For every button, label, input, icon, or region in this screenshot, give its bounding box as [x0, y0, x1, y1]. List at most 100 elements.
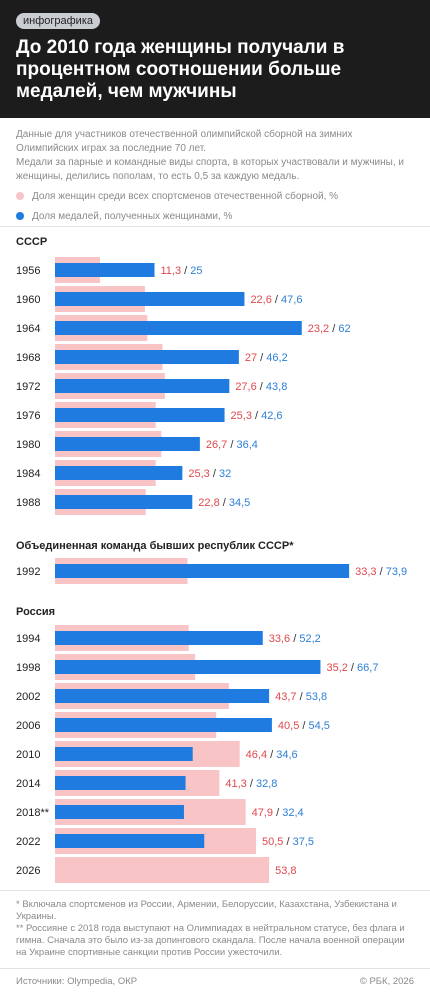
value-women-share: 50,5 [262, 836, 283, 848]
value-medals-share: 34,5 [229, 497, 250, 509]
value-label: 11,3 / 25 [161, 265, 203, 277]
value-medals-share: 37,5 [293, 836, 314, 848]
bar-medals-share [55, 292, 245, 306]
value-medals-share: 34,6 [276, 749, 297, 761]
copyright: © РБК, 2026 [359, 976, 414, 987]
year-label: 2026 [16, 865, 40, 877]
value-label: 46,4 / 34,6 [246, 749, 298, 761]
year-label: 2010 [16, 749, 40, 761]
legend-label-medals-share: Доля медалей, полученных женщинами, % [32, 210, 233, 222]
value-label: 33,3 / 73,9 [355, 566, 407, 578]
year-label: 1972 [16, 381, 40, 393]
year-label: 1984 [16, 468, 40, 480]
value-label: 35,2 / 66,7 [326, 662, 378, 674]
value-separator: / [299, 720, 308, 732]
year-label: 1998 [16, 662, 40, 674]
value-medals-share: 46,2 [266, 352, 287, 364]
value-medals-share: 43,8 [266, 381, 287, 393]
value-label: 53,8 [275, 865, 296, 877]
value-medals-share: 32,8 [256, 778, 277, 790]
bar-medals-share [55, 776, 186, 790]
divider [0, 968, 430, 969]
year-label: 1956 [16, 265, 40, 277]
value-label: 43,7 / 53,8 [275, 691, 327, 703]
value-label: 25,3 / 42,6 [231, 410, 283, 422]
value-separator: / [181, 265, 190, 277]
value-label: 33,6 / 52,2 [269, 633, 321, 645]
value-women-share: 27 [245, 352, 257, 364]
value-women-share: 43,7 [275, 691, 296, 703]
year-label: 1968 [16, 352, 40, 364]
value-women-share: 47,9 [252, 807, 273, 819]
value-medals-share: 62 [338, 323, 350, 335]
bar-medals-share [55, 321, 302, 335]
value-label: 40,5 / 54,5 [278, 720, 330, 732]
value-women-share: 11,3 [161, 265, 182, 277]
bar-medals-share [55, 379, 230, 393]
value-separator: / [247, 778, 256, 790]
value-separator: / [257, 381, 266, 393]
footer: Источники: Olympedia, ОКР © РБК, 2026 [16, 976, 414, 987]
value-medals-share: 47,6 [281, 294, 302, 306]
value-label: 27 / 46,2 [245, 352, 288, 364]
bar-medals-share [55, 263, 155, 277]
sources: Источники: Olympedia, ОКР [16, 976, 138, 987]
value-label: 25,3 / 32 [188, 468, 231, 480]
value-medals-share: 36,4 [236, 439, 257, 451]
value-separator: / [283, 836, 292, 848]
value-label: 23,2 / 62 [308, 323, 351, 335]
value-women-share: 41,3 [225, 778, 246, 790]
value-separator: / [290, 633, 299, 645]
divider [0, 890, 430, 891]
value-medals-share: 32,4 [282, 807, 303, 819]
value-women-share: 22,6 [250, 294, 271, 306]
group-title: СССР [16, 236, 47, 248]
value-separator: / [377, 566, 386, 578]
value-women-share: 26,7 [206, 439, 227, 451]
divider [0, 226, 430, 227]
bar-women-share [55, 857, 270, 883]
group-title: Объединенная команда бывших республик СС… [16, 540, 294, 552]
bar-medals-share [55, 466, 183, 480]
subtitle-line-1: Данные для участников отечественной олим… [16, 129, 353, 154]
year-label: 1988 [16, 497, 40, 509]
subtitle: Данные для участников отечественной олим… [16, 128, 416, 184]
value-medals-share: 52,2 [299, 633, 320, 645]
legend: Доля женщин среди всех спортсменов отече… [16, 188, 416, 228]
bar-medals-share [55, 660, 321, 674]
value-separator: / [267, 749, 276, 761]
footnote-1: * Включала спортсменов из России, Армени… [16, 899, 397, 922]
value-medals-share: 66,7 [357, 662, 378, 674]
year-label: 2002 [16, 691, 40, 703]
value-label: 27,6 / 43,8 [235, 381, 287, 393]
year-label: 2022 [16, 836, 40, 848]
bar-medals-share [55, 805, 184, 819]
bar-medals-share [55, 350, 239, 364]
value-separator: / [273, 807, 282, 819]
value-women-share: 27,6 [235, 381, 256, 393]
header: инфографика До 2010 года женщины получал… [0, 0, 430, 118]
value-women-share: 23,2 [308, 323, 329, 335]
value-women-share: 35,2 [326, 662, 347, 674]
value-label: 26,7 / 36,4 [206, 439, 258, 451]
value-label: 47,9 / 32,4 [252, 807, 304, 819]
group-title: Россия [16, 606, 55, 618]
bar-medals-share [55, 408, 225, 422]
value-separator: / [220, 497, 229, 509]
value-medals-share: 32 [219, 468, 231, 480]
bar-medals-share [55, 834, 205, 848]
subtitle-line-2: Медали за парные и командные виды спорта… [16, 157, 404, 182]
legend-label-women-share: Доля женщин среди всех спортсменов отече… [32, 190, 339, 202]
value-women-share: 46,4 [246, 749, 267, 761]
year-label: 1964 [16, 323, 40, 335]
value-medals-share: 25 [190, 265, 202, 277]
value-separator: / [257, 352, 266, 364]
bar-medals-share [55, 747, 193, 761]
year-label: 2006 [16, 720, 40, 732]
footnote-2: ** Россияне с 2018 года выступают на Оли… [16, 923, 405, 958]
value-medals-share: 42,6 [261, 410, 282, 422]
value-women-share: 25,3 [188, 468, 209, 480]
value-label: 22,6 / 47,6 [250, 294, 302, 306]
bar-medals-share [55, 495, 193, 509]
chart: СССР 1956 11,3 / 25 1960 22,6 / 47,6 1964 23,2… [16, 236, 407, 883]
